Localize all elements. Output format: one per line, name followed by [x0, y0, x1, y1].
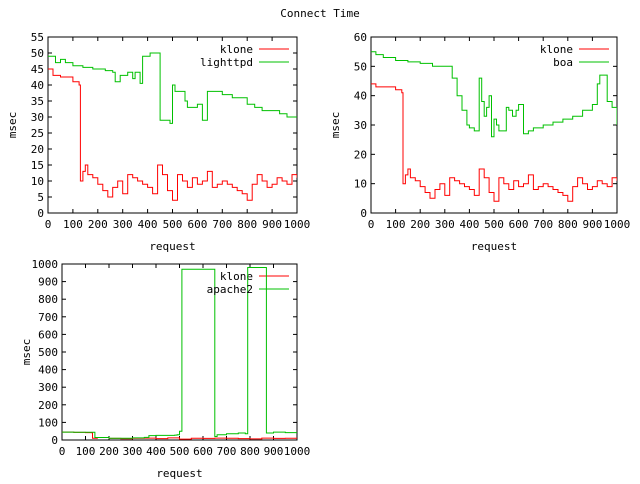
x-tick-label: 900 [582, 218, 602, 231]
y-tick-label: 45 [31, 63, 44, 76]
x-tick-label: 400 [459, 218, 479, 231]
legend-label-klone: klone [220, 43, 253, 56]
x-axis-label: request [471, 240, 517, 253]
x-tick-label: 500 [170, 445, 190, 458]
y-tick-label: 300 [38, 381, 58, 394]
y-tick-label: 10 [354, 178, 367, 191]
x-tick-label: 100 [386, 218, 406, 231]
y-tick-label: 800 [38, 293, 58, 306]
series-line-lighttpd [48, 52, 297, 124]
x-tick-label: 400 [146, 445, 166, 458]
y-tick-label: 900 [38, 276, 58, 289]
series-line-klone [48, 68, 297, 201]
x-tick-label: 1000 [604, 218, 631, 231]
y-tick-label: 200 [38, 399, 58, 412]
x-axis-label: request [149, 240, 195, 253]
y-tick-label: 60 [354, 31, 367, 44]
plot-frame [61, 263, 298, 441]
x-tick-label: 600 [193, 445, 213, 458]
x-tick-label: 200 [99, 445, 119, 458]
legend-label-apache2: apache2 [207, 283, 253, 296]
chart-1: 0 100 200 300 400 500 600 700 800 900 1000 0 5 10 15 20… [6, 31, 310, 253]
x-tick-label: 500 [163, 218, 183, 231]
x-tick-label: 900 [262, 218, 282, 231]
legend-label-klone: klone [220, 270, 253, 283]
y-tick-label: 500 [38, 346, 58, 359]
x-tick-label: 100 [76, 445, 96, 458]
x-tick-label: 300 [123, 445, 143, 458]
series-line-boa [371, 51, 617, 138]
x-tick-label: 200 [410, 218, 430, 231]
y-axis-label: msec [20, 339, 33, 366]
x-tick-label: 1000 [284, 218, 311, 231]
plot-frame [47, 36, 298, 214]
y-tick-label: 25 [31, 127, 44, 140]
x-tick-label: 700 [217, 445, 237, 458]
y-tick-label: 30 [31, 111, 44, 124]
y-axis-label: msec [6, 112, 19, 139]
y-tick-label: 15 [31, 159, 44, 172]
y-tick-label: 35 [31, 95, 44, 108]
x-tick-label: 0 [368, 218, 375, 231]
x-axis-label: request [156, 467, 202, 480]
x-tick-label: 0 [59, 445, 66, 458]
legend-label-lighttpd: lighttpd [200, 56, 253, 69]
x-tick-label: 700 [533, 218, 553, 231]
x-tick-label: 400 [138, 218, 158, 231]
x-tick-label: 800 [240, 445, 260, 458]
series-line-apache2 [62, 267, 297, 439]
legend-label-klone: klone [540, 43, 573, 56]
y-tick-label: 20 [31, 143, 44, 156]
x-tick-label: 800 [237, 218, 257, 231]
y-tick-label: 5 [37, 191, 44, 204]
y-tick-label: 10 [31, 175, 44, 188]
series-line-klone [371, 83, 617, 202]
y-tick-label: 700 [38, 311, 58, 324]
x-tick-label: 0 [45, 218, 52, 231]
x-tick-label: 100 [63, 218, 83, 231]
y-axis-label: msec [329, 112, 342, 139]
series-line-klone [62, 431, 297, 440]
y-tick-label: 30 [354, 119, 367, 132]
y-tick-label: 0 [37, 207, 44, 220]
y-tick-label: 400 [38, 364, 58, 377]
y-tick-label: 600 [38, 328, 58, 341]
x-tick-label: 1000 [284, 445, 311, 458]
x-tick-label: 600 [509, 218, 529, 231]
y-tick-label: 20 [354, 148, 367, 161]
x-tick-label: 800 [558, 218, 578, 231]
y-tick-label: 0 [51, 434, 58, 447]
y-tick-label: 50 [354, 60, 367, 73]
y-tick-label: 40 [31, 79, 44, 92]
x-tick-label: 300 [435, 218, 455, 231]
figure-title: Connect Time [280, 7, 359, 20]
y-tick-label: 50 [31, 47, 44, 60]
y-tick-label: 40 [354, 90, 367, 103]
plots-group: 0 100 200 300 400 500 600 700 800 900 100005101520… [6, 31, 630, 480]
x-tick-label: 700 [212, 218, 232, 231]
y-tick-label: 55 [31, 31, 44, 44]
legend-label-boa: boa [553, 56, 573, 69]
x-tick-label: 600 [187, 218, 207, 231]
x-tick-label: 900 [264, 445, 284, 458]
y-tick-label: 100 [38, 416, 58, 429]
x-tick-label: 300 [113, 218, 133, 231]
x-tick-label: 200 [88, 218, 108, 231]
y-tick-label: 0 [360, 207, 367, 220]
chart-2: 0 100 200 300 400 500 600 700 800 900 1000 0 10 20 30 4… [329, 31, 630, 253]
chart-3: 0 100 200 300 400 500 600 700 800 900 100001002003… [20, 258, 310, 480]
x-tick-label: 500 [484, 218, 504, 231]
y-tick-label: 1000 [32, 258, 59, 271]
